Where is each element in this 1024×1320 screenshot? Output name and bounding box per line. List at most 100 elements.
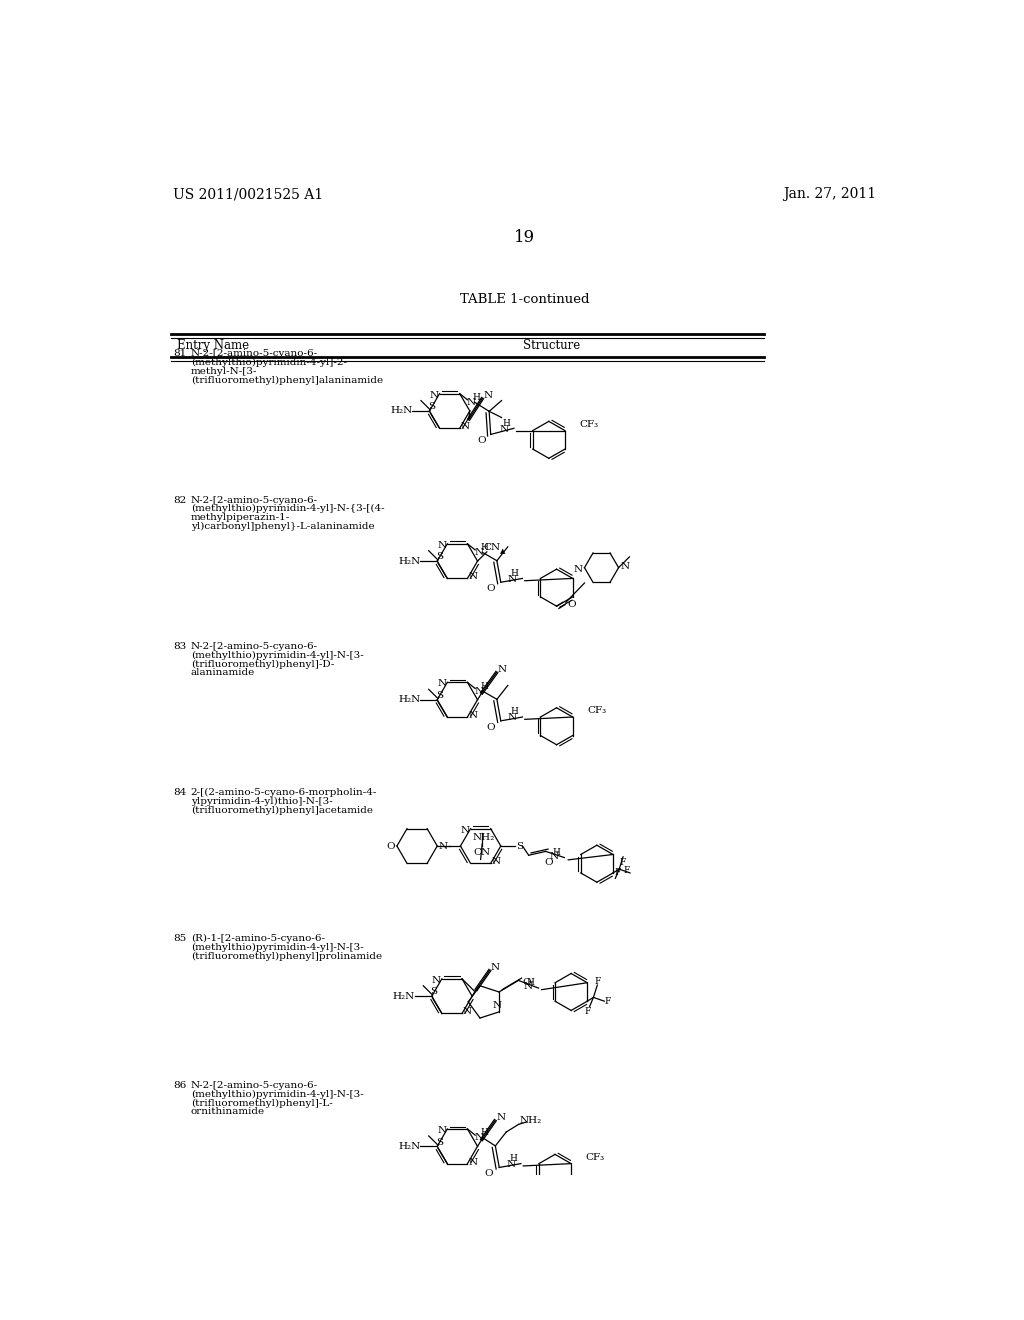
Text: H₂N: H₂N xyxy=(390,407,413,416)
Text: H₂N: H₂N xyxy=(398,1142,421,1151)
Text: H: H xyxy=(480,543,488,552)
Text: O: O xyxy=(386,842,395,850)
Text: N-2-[2-amino-5-cyano-6-: N-2-[2-amino-5-cyano-6- xyxy=(190,1081,317,1090)
Text: US 2011/0021525 A1: US 2011/0021525 A1 xyxy=(173,187,324,202)
Text: F: F xyxy=(594,977,600,986)
Text: 2-[(2-amino-5-cyano-6-morpholin-4-: 2-[(2-amino-5-cyano-6-morpholin-4- xyxy=(190,788,377,797)
Text: H: H xyxy=(480,681,488,690)
Text: H₂N: H₂N xyxy=(393,991,415,1001)
Text: H: H xyxy=(553,849,560,858)
Text: (methylthio)pyrimidin-4-yl]-N-[3-: (methylthio)pyrimidin-4-yl]-N-[3- xyxy=(190,651,364,660)
Text: O: O xyxy=(522,978,530,987)
Text: N-2-[2-amino-5-cyano-6-: N-2-[2-amino-5-cyano-6- xyxy=(190,350,317,358)
Text: F: F xyxy=(614,869,621,878)
Text: 86: 86 xyxy=(174,1081,187,1090)
Text: H: H xyxy=(511,708,519,717)
Text: N: N xyxy=(474,1133,483,1142)
Text: S: S xyxy=(436,690,443,700)
Text: 83: 83 xyxy=(174,642,187,651)
Text: N: N xyxy=(492,857,501,866)
Text: TABLE 1-continued: TABLE 1-continued xyxy=(460,293,590,306)
Text: N: N xyxy=(550,853,559,861)
Text: S: S xyxy=(430,987,437,997)
Text: N: N xyxy=(497,1113,505,1122)
Text: N: N xyxy=(461,826,470,834)
Text: NH₂: NH₂ xyxy=(473,833,495,842)
Text: (trifluoromethyl)phenyl]alaninamide: (trifluoromethyl)phenyl]alaninamide xyxy=(190,376,383,385)
Text: (methylthio)pyrimidin-4-yl]-N-[3-: (methylthio)pyrimidin-4-yl]-N-[3- xyxy=(190,944,364,952)
Text: H₂N: H₂N xyxy=(398,696,421,704)
Text: N: N xyxy=(621,561,630,570)
Text: 81: 81 xyxy=(174,350,187,358)
Text: N: N xyxy=(437,1126,446,1135)
Text: N: N xyxy=(506,1160,515,1170)
Text: F: F xyxy=(604,997,610,1006)
Text: CF₃: CF₃ xyxy=(580,420,599,429)
Text: yl)carbonyl]phenyl}-L-alaninamide: yl)carbonyl]phenyl}-L-alaninamide xyxy=(190,521,375,531)
Text: methylpiperazin-1-: methylpiperazin-1- xyxy=(190,513,290,523)
Text: H: H xyxy=(480,1129,488,1138)
Text: N: N xyxy=(490,964,500,972)
Text: ylpyrimidin-4-yl)thio]-N-[3-: ylpyrimidin-4-yl)thio]-N-[3- xyxy=(190,797,333,807)
Text: Entry Name: Entry Name xyxy=(177,339,249,352)
Text: O: O xyxy=(545,858,553,867)
Text: (methylthio)pyrimidin-4-yl]-N-{3-[(4-: (methylthio)pyrimidin-4-yl]-N-{3-[(4- xyxy=(190,504,384,513)
Text: (trifluoromethyl)phenyl]-L-: (trifluoromethyl)phenyl]-L- xyxy=(190,1098,333,1107)
Text: F: F xyxy=(584,1007,591,1015)
Text: N: N xyxy=(493,1001,502,1010)
Text: CF₃: CF₃ xyxy=(586,1152,605,1162)
Text: O: O xyxy=(567,601,577,609)
Text: S: S xyxy=(436,552,443,561)
Text: Jan. 27, 2011: Jan. 27, 2011 xyxy=(783,187,877,202)
Text: H: H xyxy=(511,569,519,578)
Text: 85: 85 xyxy=(174,935,187,944)
Text: (trifluoromethyl)phenyl]-D-: (trifluoromethyl)phenyl]-D- xyxy=(190,660,334,669)
Text: alaninamide: alaninamide xyxy=(190,668,255,677)
Text: N: N xyxy=(474,548,483,557)
Text: N: N xyxy=(437,541,446,550)
Text: (methylthio)pyrimidin-4-yl]-2-: (methylthio)pyrimidin-4-yl]-2- xyxy=(190,358,347,367)
Text: H: H xyxy=(502,420,510,428)
Text: CN: CN xyxy=(483,543,500,552)
Text: H: H xyxy=(509,1154,517,1163)
Text: O: O xyxy=(477,436,485,445)
Text: F: F xyxy=(620,858,627,867)
Text: N: N xyxy=(474,688,483,696)
Text: NH₂: NH₂ xyxy=(520,1115,542,1125)
Text: N: N xyxy=(523,982,532,991)
Text: N: N xyxy=(468,1158,477,1167)
Text: F: F xyxy=(624,866,630,875)
Text: N: N xyxy=(429,391,438,400)
Text: N: N xyxy=(500,425,509,433)
Text: O: O xyxy=(486,583,495,593)
Text: N: N xyxy=(461,422,470,432)
Text: H₂N: H₂N xyxy=(398,557,421,565)
Text: ornithinamide: ornithinamide xyxy=(190,1107,265,1117)
Text: N: N xyxy=(432,975,441,985)
Text: H: H xyxy=(473,393,480,403)
Text: 84: 84 xyxy=(174,788,187,797)
Text: S: S xyxy=(428,403,435,412)
Text: (trifluoromethyl)phenyl]acetamide: (trifluoromethyl)phenyl]acetamide xyxy=(190,805,373,814)
Text: H: H xyxy=(526,978,534,987)
Text: CF₃: CF₃ xyxy=(588,706,606,715)
Text: N: N xyxy=(508,574,517,583)
Text: ▲: ▲ xyxy=(500,548,505,556)
Text: N: N xyxy=(573,565,583,574)
Text: O: O xyxy=(484,1170,494,1179)
Text: (trifluoromethyl)phenyl]prolinamide: (trifluoromethyl)phenyl]prolinamide xyxy=(190,952,382,961)
Text: N: N xyxy=(468,711,477,719)
Text: N-2-[2-amino-5-cyano-6-: N-2-[2-amino-5-cyano-6- xyxy=(190,642,317,651)
Text: 82: 82 xyxy=(174,495,187,504)
Text: N: N xyxy=(463,1007,472,1016)
Text: (R)-1-[2-amino-5-cyano-6-: (R)-1-[2-amino-5-cyano-6- xyxy=(190,935,325,944)
Text: N: N xyxy=(468,573,477,581)
Text: Structure: Structure xyxy=(523,339,581,352)
Text: 19: 19 xyxy=(514,228,536,246)
Text: N: N xyxy=(483,391,493,400)
Text: N: N xyxy=(467,397,476,407)
Text: N: N xyxy=(439,842,447,850)
Text: S: S xyxy=(516,842,523,850)
Text: N: N xyxy=(498,665,507,675)
Text: methyl-N-[3-: methyl-N-[3- xyxy=(190,367,257,376)
